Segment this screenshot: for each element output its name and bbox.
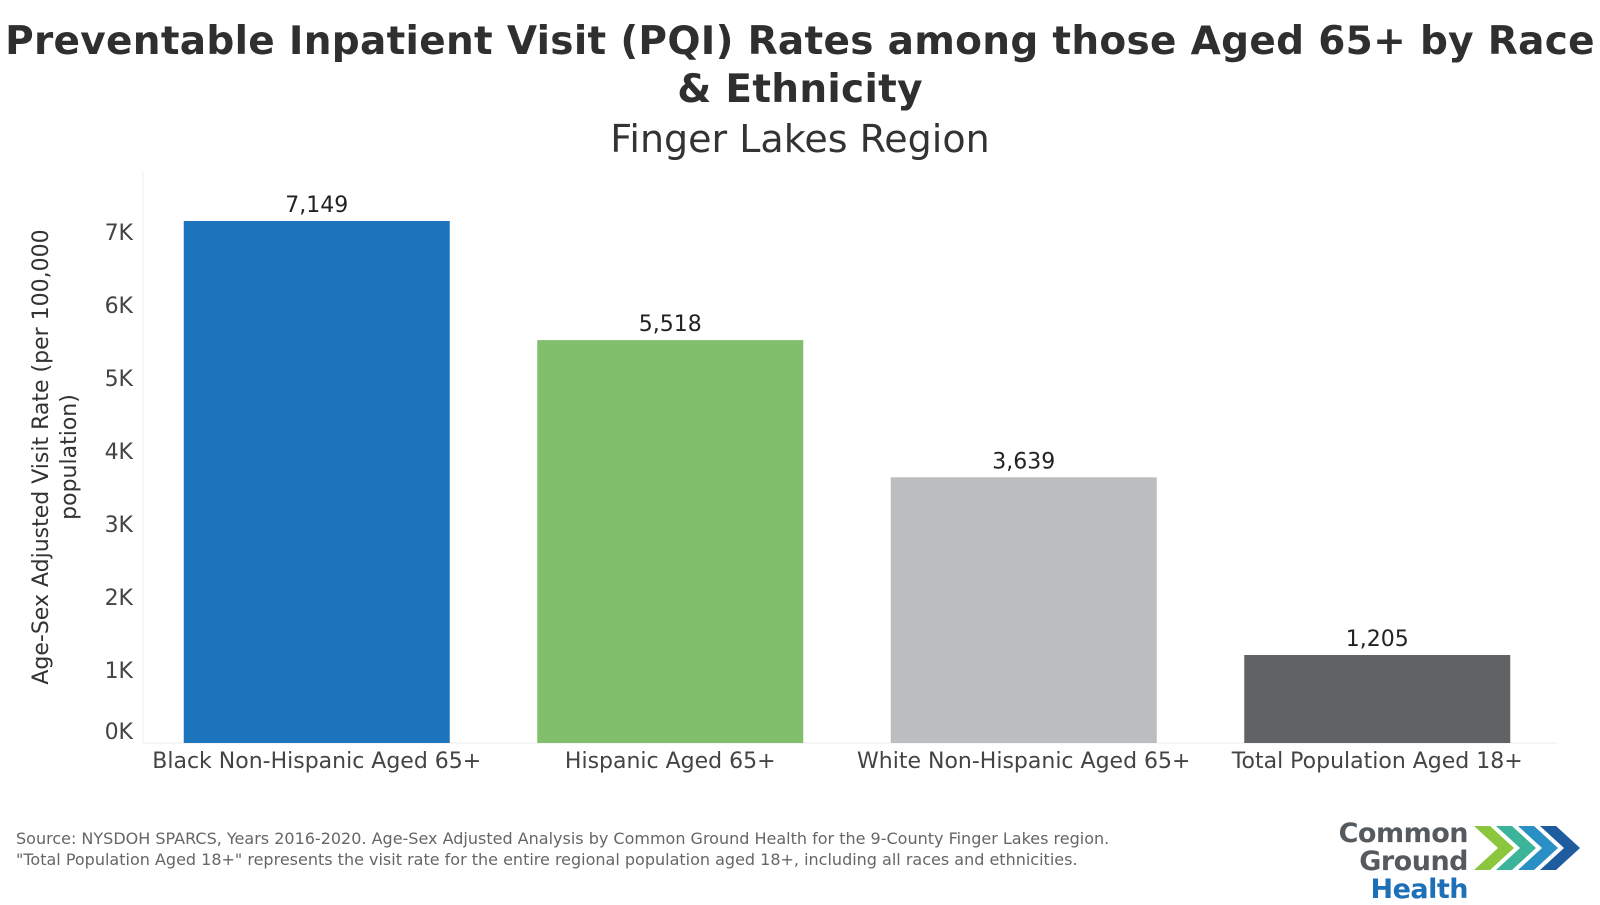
source-note: Source: NYSDOH SPARCS, Years 2016-2020. … bbox=[16, 828, 1216, 870]
data-label: 5,518 bbox=[639, 312, 702, 337]
data-label: 1,205 bbox=[1346, 627, 1409, 652]
chevron-arrows-icon bbox=[1474, 826, 1580, 870]
chevron bbox=[1474, 826, 1514, 870]
y-tick-label: 0K bbox=[105, 720, 134, 745]
source-line-1: Source: NYSDOH SPARCS, Years 2016-2020. … bbox=[16, 829, 1110, 848]
y-tick-label: 3K bbox=[105, 513, 134, 538]
chevron bbox=[1496, 826, 1536, 870]
y-axis-title-line: population) bbox=[57, 394, 82, 520]
bar bbox=[183, 221, 450, 743]
data-label: 7,149 bbox=[285, 193, 348, 218]
y-tick-label: 4K bbox=[105, 440, 134, 465]
bar bbox=[890, 477, 1157, 743]
y-tick-label: 7K bbox=[105, 221, 134, 246]
bar-series: 7,149 Black Non-Hispanic Aged 65+ 5,518 His… bbox=[152, 193, 1522, 774]
x-tick-label: White Non-Hispanic Aged 65+ bbox=[857, 749, 1190, 774]
common-ground-health-logo: Common Ground Health bbox=[1236, 820, 1586, 904]
logo-text: Common Ground Health bbox=[1236, 818, 1469, 905]
chevron bbox=[1540, 826, 1580, 870]
chart-subtitle: Finger Lakes Region bbox=[610, 117, 990, 161]
y-tick-label: 5K bbox=[105, 367, 134, 392]
logo-line-1: Common Ground bbox=[1338, 818, 1469, 877]
bar bbox=[1244, 655, 1511, 743]
source-line-2: "Total Population Aged 18+" represents t… bbox=[16, 850, 1078, 869]
y-tick-label: 6K bbox=[105, 294, 134, 319]
x-tick-label: Hispanic Aged 65+ bbox=[565, 749, 776, 774]
chart-title: Preventable Inpatient Visit (PQI) Rates … bbox=[5, 19, 1595, 112]
logo-line-2: Health bbox=[1370, 874, 1468, 905]
data-label: 3,639 bbox=[992, 449, 1055, 474]
y-axis-label: Age-Sex Adjusted Visit Rate (per 100,000… bbox=[29, 229, 82, 684]
y-axis-title: Age-Sex Adjusted Visit Rate (per 100,000… bbox=[29, 229, 82, 684]
bar-chart: 0K 1K 2K 3K 4K 5K 6K 7K 7,149 Black Non-Hispanic… bbox=[29, 172, 1557, 774]
y-tick-label: 1K bbox=[105, 659, 134, 684]
x-tick-label: Total Population Aged 18+ bbox=[1231, 749, 1523, 774]
x-tick-label: Black Non-Hispanic Aged 65+ bbox=[152, 749, 481, 774]
bar bbox=[537, 340, 804, 743]
y-axis-title-line: Age-Sex Adjusted Visit Rate (per 100,000 bbox=[29, 229, 54, 684]
y-tick-label: 2K bbox=[105, 586, 134, 611]
chevron bbox=[1518, 826, 1558, 870]
